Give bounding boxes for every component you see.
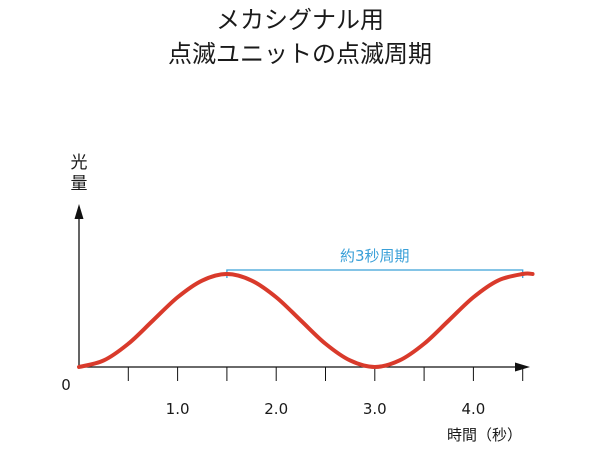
y-axis-label-char-2: 量 xyxy=(71,174,88,194)
y-axis-label-char-1: 光 xyxy=(71,153,88,173)
x-tick-label-1.0: 1.0 xyxy=(166,400,190,418)
x-tick-label-2.0: 2.0 xyxy=(264,400,288,418)
origin-label: 0 xyxy=(61,376,71,394)
x-axis-label: 時間（秒） xyxy=(447,426,522,444)
chart-title-line-1: メカシグナル用 xyxy=(216,6,384,34)
chart-title-line-2: 点滅ユニットの点滅周期 xyxy=(168,40,432,68)
x-tick-label-3.0: 3.0 xyxy=(363,400,387,418)
y-axis-arrow xyxy=(74,204,84,219)
series-line-1 xyxy=(77,271,535,369)
period-annotation-label: 約3秒周期 xyxy=(340,247,410,265)
period-bracket xyxy=(226,269,524,278)
x-tick-label-4.0: 4.0 xyxy=(461,400,485,418)
